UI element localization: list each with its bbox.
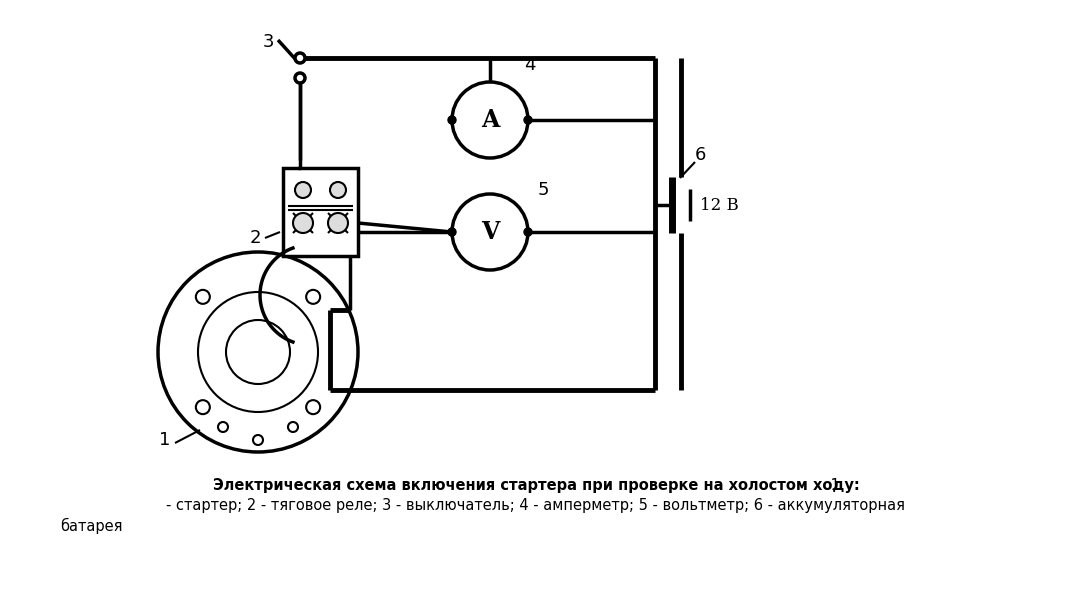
Text: - стартер; 2 - тяговое реле; 3 - выключатель; 4 - амперметр; 5 - вольтметр; 6 - : - стартер; 2 - тяговое реле; 3 - выключа… <box>166 498 906 513</box>
Circle shape <box>328 213 348 233</box>
Text: батарея: батарея <box>60 518 122 534</box>
Text: 12 B: 12 B <box>700 196 739 213</box>
Text: Электрическая схема включения стартера при проверке на холостом ходу:: Электрическая схема включения стартера п… <box>212 478 860 493</box>
Text: V: V <box>481 220 500 244</box>
Circle shape <box>158 252 358 452</box>
Text: 3: 3 <box>263 33 273 51</box>
Circle shape <box>452 82 528 158</box>
Circle shape <box>524 228 532 236</box>
Circle shape <box>288 422 298 432</box>
Circle shape <box>295 73 306 83</box>
Text: 6: 6 <box>695 146 705 164</box>
Circle shape <box>253 435 263 445</box>
Circle shape <box>196 290 210 304</box>
Circle shape <box>448 116 456 124</box>
Circle shape <box>452 194 528 270</box>
Circle shape <box>295 182 311 198</box>
Text: 5: 5 <box>537 181 549 199</box>
Circle shape <box>218 422 228 432</box>
Text: A: A <box>481 108 500 132</box>
Circle shape <box>226 320 291 384</box>
Circle shape <box>330 182 346 198</box>
Text: 2: 2 <box>250 229 260 247</box>
Text: 4: 4 <box>524 56 536 74</box>
Circle shape <box>196 400 210 414</box>
Text: 1: 1 <box>827 478 839 493</box>
Circle shape <box>448 228 456 236</box>
Circle shape <box>295 53 306 63</box>
Text: 1: 1 <box>160 431 170 449</box>
Circle shape <box>307 400 321 414</box>
Circle shape <box>293 213 313 233</box>
Circle shape <box>307 290 321 304</box>
Circle shape <box>198 292 318 412</box>
Bar <box>283 168 358 256</box>
Circle shape <box>524 116 532 124</box>
